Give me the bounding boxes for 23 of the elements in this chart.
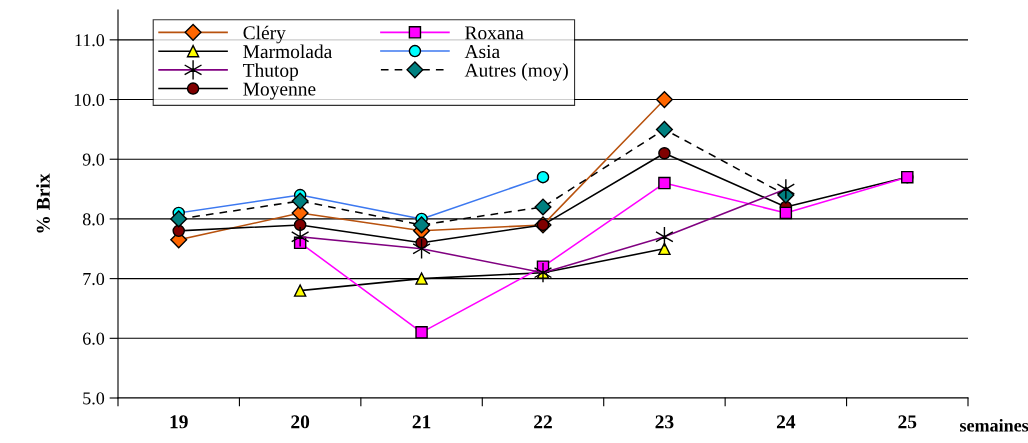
legend-label: Thutop	[243, 63, 299, 81]
x-tick-label: 23	[655, 415, 674, 429]
y-tick-label: 11.0	[75, 34, 105, 47]
legend-label: Cléry	[243, 25, 286, 44]
legend-label: Roxana	[465, 26, 524, 40]
x-tick-label: 24	[776, 415, 796, 429]
y-tick-label: 8.0	[82, 213, 105, 226]
x-tick-label: 25	[898, 415, 917, 429]
y-tick-label: 9.0	[82, 153, 105, 166]
x-axis-title: semaines	[960, 418, 1028, 432]
legend-label: Moyenne	[243, 82, 316, 100]
y-tick-label: 7.0	[83, 272, 105, 286]
legend-label: Autres (moy)	[464, 63, 568, 81]
x-tick-label: 19	[170, 415, 188, 429]
x-tick-label: 22	[534, 415, 552, 429]
legend-label: Marmolada	[243, 44, 333, 59]
y-tick-label: 5.0	[83, 392, 105, 405]
legend-label: Asia	[464, 45, 500, 59]
y-tick-label: 10.0	[74, 93, 105, 107]
y-axis-title: % Brix	[36, 173, 50, 233]
x-tick-label: 21	[412, 415, 431, 429]
x-tick-label: 20	[291, 415, 310, 429]
y-tick-label: 6.0	[83, 332, 105, 345]
